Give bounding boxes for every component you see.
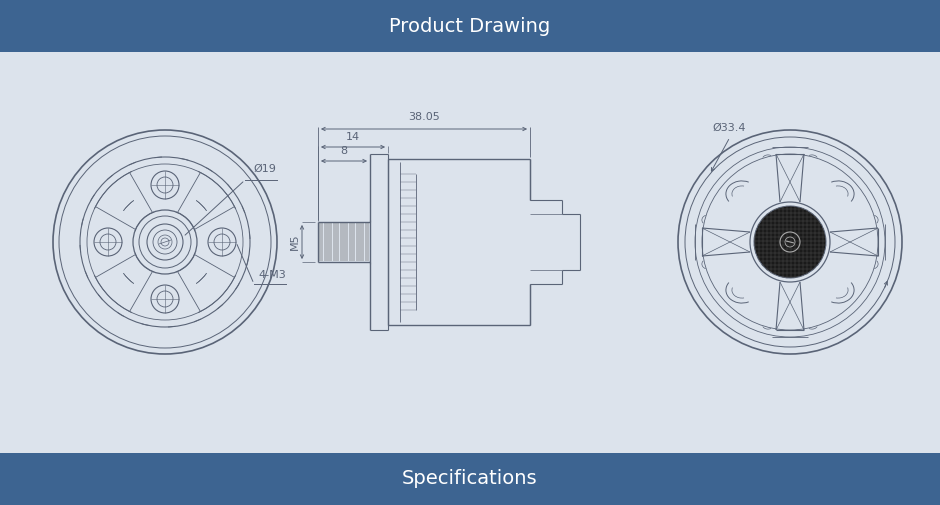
- Bar: [0, 453, 940, 505]
- Text: 14: 14: [346, 132, 360, 142]
- Text: Specifications: Specifications: [402, 470, 538, 488]
- Text: Ø19: Ø19: [253, 164, 275, 174]
- Text: M5: M5: [290, 234, 300, 250]
- Circle shape: [754, 206, 826, 278]
- Text: 4-M3: 4-M3: [258, 270, 286, 280]
- Bar: [0, 0, 940, 52]
- Text: 8: 8: [340, 146, 348, 156]
- Text: Ø33.4: Ø33.4: [712, 123, 745, 133]
- Text: Product Drawing: Product Drawing: [389, 17, 551, 35]
- Text: 38.05: 38.05: [408, 112, 440, 122]
